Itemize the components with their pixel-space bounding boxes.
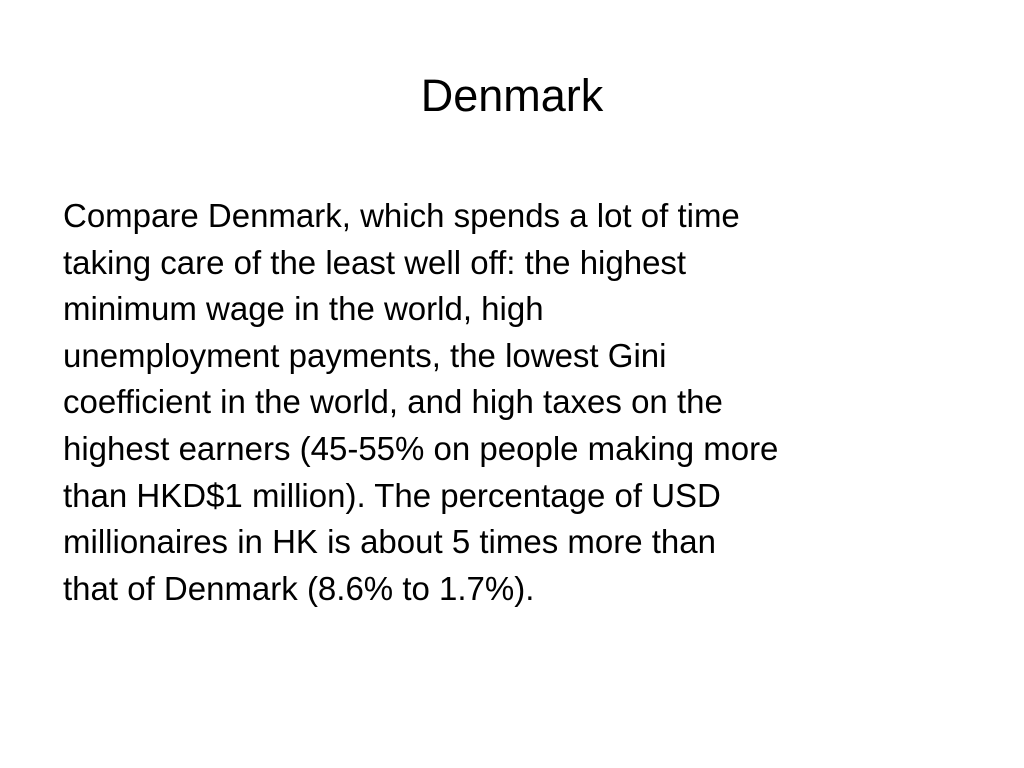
body-line: minimum wage in the world, high xyxy=(63,290,544,328)
body-line: highest earners (45-55% on people making… xyxy=(63,429,779,467)
body-line: taking care of the least well off: the h… xyxy=(63,243,687,281)
slide-title: Denmark xyxy=(420,70,604,121)
body-line: unemployment payments, the lowest Gini xyxy=(63,336,667,374)
body-line: than HKD$1 million). The percentage of U… xyxy=(63,476,721,514)
slide-body: Compare Denmark, which spends a lot of t… xyxy=(63,193,983,612)
body-line: Compare Denmark, which spends a lot of t… xyxy=(63,197,740,234)
body-line: coefficient in the world, and high taxes… xyxy=(63,383,723,421)
body-line: that of Denmark (8.6% to 1.7%). xyxy=(63,569,535,607)
body-line: millionaires in HK is about 5 times more… xyxy=(63,523,716,561)
